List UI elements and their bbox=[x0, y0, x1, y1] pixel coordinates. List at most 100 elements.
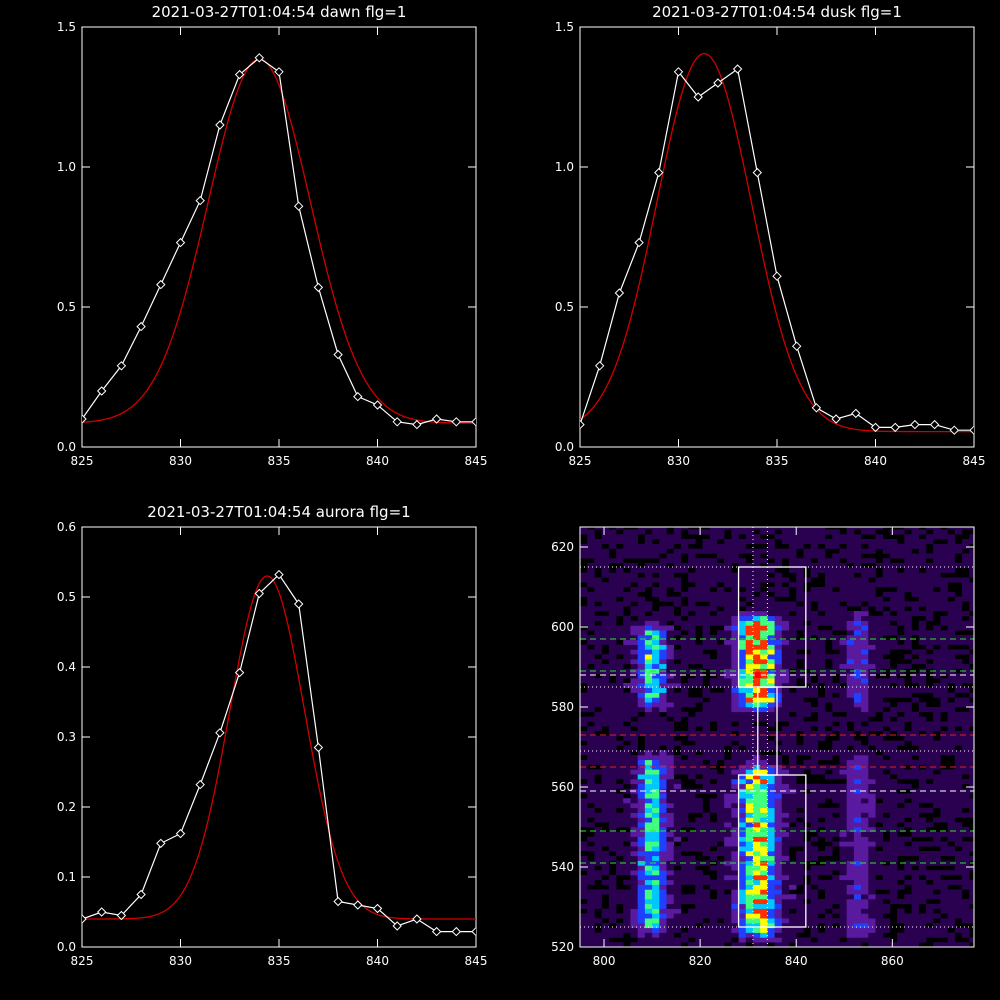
heatmap-cell bbox=[875, 654, 884, 660]
heatmap-cell bbox=[853, 764, 862, 770]
heatmap-cell bbox=[680, 711, 689, 717]
heatmap-cell bbox=[594, 855, 602, 861]
heatmap-cell bbox=[904, 639, 912, 645]
heatmap-cell bbox=[738, 942, 747, 947]
heatmap-cell bbox=[947, 793, 956, 799]
heatmap-cell bbox=[839, 942, 847, 947]
heatmap-cell bbox=[911, 558, 920, 564]
heatmap-cell bbox=[882, 774, 891, 780]
heatmap-cell bbox=[947, 721, 956, 727]
heatmap-cell bbox=[875, 577, 884, 583]
heatmap-cell bbox=[882, 879, 891, 885]
heatmap-cell bbox=[587, 596, 595, 602]
heatmap-cell bbox=[969, 937, 974, 943]
heatmap-cell bbox=[752, 649, 761, 655]
heatmap-cell bbox=[630, 539, 638, 545]
heatmap-cell bbox=[853, 582, 862, 588]
heatmap-cell bbox=[630, 630, 638, 636]
heatmap-cell bbox=[918, 591, 927, 597]
heatmap-cell bbox=[897, 812, 905, 818]
heatmap-cell bbox=[745, 841, 754, 847]
heatmap-cell bbox=[745, 937, 754, 943]
heatmap-cell bbox=[616, 683, 624, 689]
heatmap-cell bbox=[580, 548, 588, 554]
heatmap-cell bbox=[853, 745, 862, 751]
heatmap-cell bbox=[796, 750, 804, 756]
heatmap-cell bbox=[695, 711, 703, 717]
heatmap-cell bbox=[623, 870, 631, 876]
heatmap-cell bbox=[832, 889, 840, 895]
heatmap-cell bbox=[724, 673, 732, 679]
heatmap-cell bbox=[940, 620, 948, 626]
heatmap-cell bbox=[709, 572, 718, 578]
heatmap-cell bbox=[825, 630, 833, 636]
heatmap-cell bbox=[767, 884, 775, 890]
heatmap-cell bbox=[781, 817, 790, 823]
heatmap-cell bbox=[969, 913, 974, 919]
heatmap-cell bbox=[839, 639, 847, 645]
heatmap-cell bbox=[731, 639, 739, 645]
heatmap-cell bbox=[695, 587, 703, 593]
heatmap-cell bbox=[659, 817, 667, 823]
heatmap-cell bbox=[940, 735, 948, 741]
y-tick-label: 1.0 bbox=[555, 160, 574, 174]
heatmap-cell bbox=[752, 687, 761, 693]
heatmap-cell bbox=[637, 644, 646, 650]
heatmap-cell bbox=[969, 625, 974, 631]
heatmap-cell bbox=[644, 841, 653, 847]
heatmap-cell bbox=[918, 865, 927, 871]
heatmap-cell bbox=[608, 908, 617, 914]
heatmap-cell bbox=[716, 812, 725, 818]
heatmap-cell bbox=[897, 721, 905, 727]
heatmap-cell bbox=[803, 702, 811, 708]
heatmap-cell bbox=[616, 678, 624, 684]
heatmap-cell bbox=[760, 918, 768, 924]
heatmap-cell bbox=[861, 529, 869, 535]
heatmap-cell bbox=[781, 654, 790, 660]
heatmap-cell bbox=[875, 827, 884, 833]
heatmap-cell bbox=[861, 836, 869, 842]
heatmap-cell bbox=[882, 563, 891, 569]
heatmap-cell bbox=[947, 846, 956, 852]
heatmap-cell bbox=[702, 615, 711, 621]
heatmap-cell bbox=[868, 774, 876, 780]
heatmap-cell bbox=[803, 527, 811, 530]
heatmap-cell bbox=[608, 793, 617, 799]
heatmap-cell bbox=[817, 673, 826, 679]
heatmap-cell bbox=[911, 831, 920, 837]
heatmap-cell bbox=[652, 620, 660, 626]
heatmap-cell bbox=[817, 942, 826, 947]
heatmap-cell bbox=[781, 711, 790, 717]
heatmap-cell bbox=[839, 836, 847, 842]
heatmap-cell bbox=[738, 630, 747, 636]
heatmap-cell bbox=[652, 851, 660, 857]
heatmap-cell bbox=[637, 932, 646, 938]
heatmap-cell bbox=[774, 822, 783, 828]
heatmap-cell bbox=[623, 745, 631, 751]
heatmap-cell bbox=[752, 539, 761, 545]
heatmap-cell bbox=[695, 798, 703, 804]
data-point bbox=[949, 425, 960, 435]
heatmap-cell bbox=[637, 707, 646, 713]
heatmap-cell bbox=[947, 774, 956, 780]
heatmap-cell bbox=[673, 942, 682, 947]
heatmap-cell bbox=[630, 779, 638, 785]
heatmap-cell bbox=[861, 731, 869, 737]
heatmap-cell bbox=[853, 673, 862, 679]
heatmap-cell bbox=[608, 726, 617, 732]
heatmap-cell bbox=[738, 822, 747, 828]
heatmap-cell bbox=[868, 755, 876, 761]
heatmap-cell bbox=[882, 923, 891, 929]
heatmap-cell bbox=[752, 788, 761, 794]
heatmap-cell bbox=[767, 812, 775, 818]
heatmap-cell bbox=[630, 711, 638, 717]
heatmap-cell bbox=[853, 702, 862, 708]
heatmap-cell bbox=[940, 697, 948, 703]
heatmap-cell bbox=[889, 572, 898, 578]
heatmap-cell bbox=[889, 539, 898, 545]
heatmap-cell bbox=[716, 899, 725, 905]
heatmap-cell bbox=[580, 553, 588, 559]
heatmap-cell bbox=[616, 635, 624, 641]
heatmap-cell bbox=[637, 779, 646, 785]
heatmap-cell bbox=[587, 591, 595, 597]
